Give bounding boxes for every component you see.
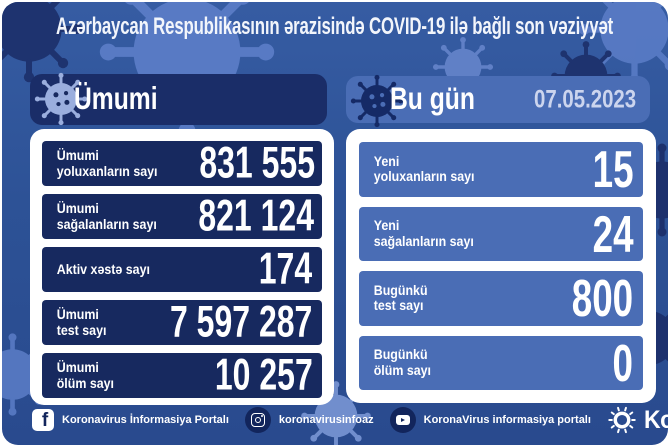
stat-label: Aktiv xəstə sayı [56,261,150,277]
stat-label: Bugünkü ölüm sayı [373,347,432,378]
stat-row-new-infected: Yeni yoluxanların sayı 15 [359,140,643,199]
stat-value: 174 [259,244,313,294]
stat-value: 7 597 287 [170,297,313,347]
report-date: 07.05.2023 [533,84,636,114]
stat-label: Yeni yoluxanların sayı [373,153,475,185]
stat-value: 821 124 [198,191,314,241]
stat-value: 0 [612,333,634,392]
virus-logo-icon [608,406,636,434]
stat-label: Ümumi yoluxanların sayı [56,147,158,179]
stat-row-active-cases: Aktiv xəstə sayı 174 [42,244,322,294]
today-section-header: Bu gün 07.05.2023 [346,76,650,123]
facebook-icon: f [32,409,54,431]
youtube-label: KoronaVirus informasiya portalı [423,414,591,426]
stat-row-new-recovered: Yeni sağalanların sayı 24 [359,204,643,263]
footer: f Koronavirus İnformasiya Portalı korona… [2,397,668,445]
total-header-label: Ümumi [74,81,158,117]
instagram-link[interactable]: koronavirusinfoaz [244,407,374,433]
facebook-label: Koronavirus İnformasiya Portalı [62,414,229,426]
stat-label: Ümumi ölüm sayı [56,359,115,391]
brand-name: KoronaVirus [643,405,668,434]
youtube-link[interactable]: KoronaVirus informasiya portalı [389,407,591,433]
stat-value: 10 257 [214,350,313,400]
stat-row-today-deaths: Bugünkü ölüm sayı 0 [359,333,643,392]
instagram-label: koronavirusinfoaz [278,414,374,426]
youtube-icon [389,407,416,433]
instagram-icon [244,407,271,433]
stat-label: Yeni sağalanların sayı [373,218,474,249]
stat-label: Ümumi sağalanların sayı [56,200,157,232]
stat-label: Bugünkü test sayı [373,282,428,314]
stat-value: 831 555 [198,138,315,188]
total-stats-panel: Ümumi yoluxanların sayı 831 555 Ümumi sağa… [30,129,334,405]
stat-value: 15 [592,140,634,199]
stat-value: 800 [572,269,634,328]
today-header-label: Bu gün [390,81,475,117]
stat-row-total-infected: Ümumi yoluxanların sayı 831 555 [42,138,322,188]
facebook-link[interactable]: f Koronavirus İnformasiya Portalı [32,409,229,431]
total-section-header: Ümumi [30,74,327,125]
stat-row-today-tests: Bugünkü test sayı 800 [359,269,643,328]
page-title: Azərbaycan Respublikasının ərazisində CO… [56,13,614,40]
stat-row-total-recovered: Ümumi sağalanların sayı 821 124 [42,191,322,241]
stat-row-total-tests: Ümumi test sayı 7 597 287 [42,297,322,347]
stat-label: Ümumi test sayı [56,306,107,338]
koronavirus-info-logo[interactable]: KoronaVirus info [607,405,668,435]
today-stats-panel: Yeni yoluxanların sayı 15 Yeni sağalanları… [346,129,656,403]
stat-row-total-deaths: Ümumi ölüm sayı 10 257 [42,350,322,400]
stat-value: 24 [592,204,634,263]
